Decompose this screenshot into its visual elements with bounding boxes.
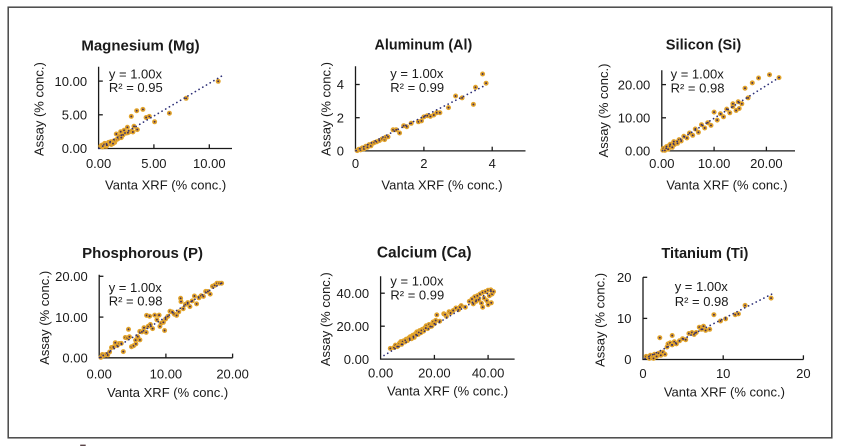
svg-text:Calcium (Ca): Calcium (Ca) (377, 245, 472, 262)
svg-text:4: 4 (489, 156, 496, 171)
svg-text:Aluminum (Al): Aluminum (Al) (375, 38, 473, 54)
svg-text:0.00: 0.00 (344, 352, 369, 367)
svg-text:0.00: 0.00 (86, 156, 111, 171)
svg-text:4: 4 (337, 77, 344, 92)
svg-text:20.00: 20.00 (750, 156, 783, 171)
svg-text:20.00: 20.00 (55, 269, 88, 284)
svg-text:Assay (% conc.): Assay (% conc.) (596, 64, 611, 158)
svg-text:Vanta XRF (% conc.): Vanta XRF (% conc.) (666, 177, 787, 192)
svg-text:0.00: 0.00 (62, 351, 87, 366)
svg-text:y = 1.00x: y = 1.00x (675, 279, 729, 294)
svg-text:10.00: 10.00 (698, 156, 731, 171)
svg-text:y = 1.00x: y = 1.00x (390, 273, 444, 288)
svg-text:20: 20 (796, 366, 810, 381)
svg-text:Assay (% conc.): Assay (% conc.) (319, 62, 334, 156)
svg-text:40.00: 40.00 (472, 366, 505, 381)
svg-text:2: 2 (337, 110, 344, 125)
svg-text:Phosphorous (P): Phosphorous (P) (82, 245, 203, 262)
svg-text:Assay (% conc.): Assay (% conc.) (593, 273, 608, 367)
svg-text:10.00: 10.00 (55, 74, 88, 89)
svg-text:0.00: 0.00 (87, 366, 112, 381)
svg-text:10.00: 10.00 (618, 111, 651, 126)
svg-text:0: 0 (337, 144, 344, 159)
svg-text:0: 0 (624, 352, 631, 367)
svg-text:20.00: 20.00 (618, 77, 651, 92)
svg-text:R² = 0.98: R² = 0.98 (109, 293, 163, 308)
svg-text:5.00: 5.00 (141, 156, 166, 171)
svg-text:10.00: 10.00 (193, 156, 226, 171)
svg-text:Titanium (Ti): Titanium (Ti) (661, 246, 748, 262)
svg-text:Assay (% conc.): Assay (% conc.) (32, 62, 47, 156)
svg-text:R² = 0.98: R² = 0.98 (675, 294, 729, 309)
svg-text:20: 20 (617, 270, 631, 285)
svg-text:40.00: 40.00 (337, 286, 370, 301)
svg-text:Silicon (Si): Silicon (Si) (666, 37, 742, 53)
svg-text:0.00: 0.00 (368, 366, 393, 381)
svg-text:R² = 0.95: R² = 0.95 (109, 80, 163, 95)
svg-text:10: 10 (617, 311, 631, 326)
svg-text:0.00: 0.00 (62, 141, 87, 156)
svg-text:Vanta XRF (% conc.): Vanta XRF (% conc.) (387, 384, 508, 399)
svg-text:Vanta XRF (% conc.): Vanta XRF (% conc.) (664, 385, 785, 400)
svg-text:5.00: 5.00 (62, 108, 87, 123)
svg-text:0: 0 (352, 156, 359, 171)
svg-text:Vanta XRF (% conc.): Vanta XRF (% conc.) (107, 385, 228, 400)
svg-text:R² = 0.99: R² = 0.99 (390, 80, 444, 95)
svg-text:Vanta XRF (% conc.): Vanta XRF (% conc.) (105, 177, 226, 192)
svg-text:R² = 0.98: R² = 0.98 (671, 81, 725, 96)
svg-text:0.00: 0.00 (649, 156, 674, 171)
svg-text:0: 0 (639, 366, 646, 381)
svg-text:Vanta XRF (% conc.): Vanta XRF (% conc.) (381, 177, 502, 192)
svg-text:2: 2 (420, 156, 427, 171)
svg-text:Assay (% conc.): Assay (% conc.) (318, 272, 333, 366)
svg-text:20.00: 20.00 (418, 366, 451, 381)
svg-text:0.00: 0.00 (625, 144, 650, 159)
svg-text:10.00: 10.00 (150, 366, 183, 381)
svg-text:R² = 0.99: R² = 0.99 (390, 287, 444, 302)
svg-text:y = 1.00x: y = 1.00x (109, 280, 163, 295)
svg-text:20.00: 20.00 (337, 319, 370, 334)
svg-text:y = 1.00x: y = 1.00x (671, 67, 725, 82)
svg-text:10.00: 10.00 (55, 310, 88, 325)
svg-text:10: 10 (716, 366, 730, 381)
svg-text:Assay (% conc.): Assay (% conc.) (37, 271, 52, 365)
svg-text:y = 1.00x: y = 1.00x (109, 66, 163, 81)
svg-text:Magnesium (Mg): Magnesium (Mg) (81, 37, 199, 54)
svg-text:y = 1.00x: y = 1.00x (390, 66, 444, 81)
svg-text:20.00: 20.00 (216, 366, 249, 381)
